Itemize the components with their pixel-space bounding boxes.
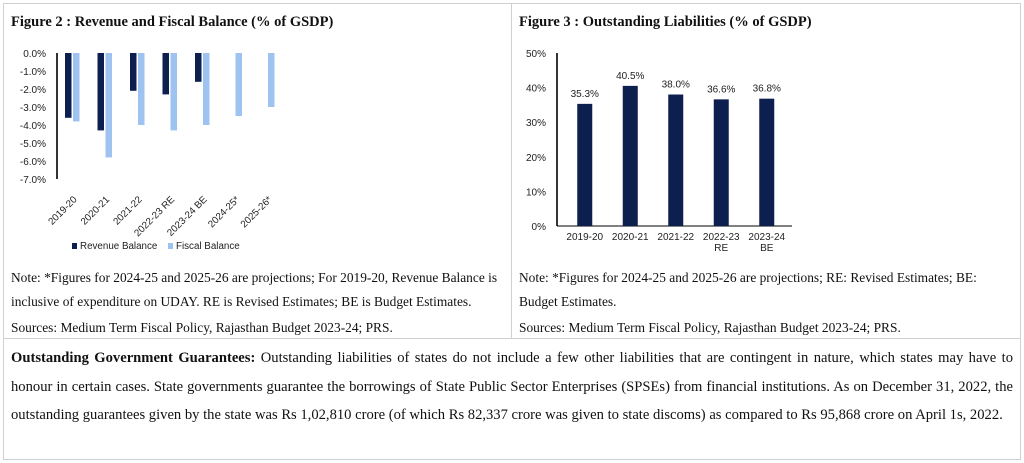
y-tick-label: -3.0% xyxy=(20,103,46,114)
y-tick-label: -7.0% xyxy=(20,175,46,186)
x-tick-label: BE xyxy=(760,243,774,254)
data-label: 35.3% xyxy=(571,89,599,100)
y-tick-label: 30% xyxy=(526,118,546,129)
y-tick-label: 0% xyxy=(532,222,547,233)
bar-fiscal-2020-21 xyxy=(105,53,112,158)
figure-3-sources: Sources: Medium Term Fiscal Policy, Raja… xyxy=(519,320,901,335)
legend-swatch xyxy=(72,243,77,249)
bar-revenue-2021-22 xyxy=(130,53,137,91)
y-tick-label: -6.0% xyxy=(20,157,46,168)
y-tick-label: 0.0% xyxy=(23,49,46,60)
x-tick-label: 2025-26* xyxy=(239,194,275,230)
y-tick-label: -4.0% xyxy=(20,121,46,132)
legend-swatch xyxy=(168,243,173,249)
bar-revenue-2019-20 xyxy=(65,53,72,118)
bar-2021-22 xyxy=(668,94,684,226)
bar-fiscal-2025-26* xyxy=(268,53,275,107)
bar-fiscal-2024-25* xyxy=(235,53,242,116)
bar-2019-20 xyxy=(577,103,593,226)
bar-revenue-2020-21 xyxy=(97,53,104,131)
figure-2-note: Note: *Figures for 2024-25 and 2025-26 a… xyxy=(11,270,498,309)
figure-2-panel: Figure 2 : Revenue and Fiscal Balance (%… xyxy=(3,3,512,339)
x-tick-label: 2022-23 xyxy=(703,232,740,243)
y-tick-label: 40% xyxy=(526,84,546,95)
guarantees-paragraph: Outstanding Government Guarantees: Outst… xyxy=(11,344,1013,430)
figure-3-panel: Figure 3 : Outstanding Liabilities (% of… xyxy=(511,3,1021,339)
bar-revenue-2022-23 RE xyxy=(162,53,169,95)
figure-3-note: Note: *Figures for 2024-25 and 2025-26 a… xyxy=(519,270,977,309)
figure-3-title: Figure 3 : Outstanding Liabilities (% of… xyxy=(519,14,812,30)
x-tick-label: 2021-22 xyxy=(657,232,694,243)
guarantees-heading: Outstanding Government Guarantees: xyxy=(11,350,256,366)
data-label: 36.8% xyxy=(753,84,781,95)
bar-fiscal-2022-23 RE xyxy=(170,53,177,131)
x-tick-label: 2023-24 xyxy=(748,232,785,243)
data-label: 36.6% xyxy=(707,84,735,95)
guarantees-panel: Outstanding Government Guarantees: Outst… xyxy=(3,338,1021,460)
legend-label: Fiscal Balance xyxy=(176,241,240,252)
y-tick-label: -5.0% xyxy=(20,139,46,150)
y-tick-label: 20% xyxy=(526,153,546,164)
x-tick-label: 2024-25* xyxy=(206,194,242,230)
figure-2-title: Figure 2 : Revenue and Fiscal Balance (%… xyxy=(11,14,334,30)
x-tick-label: RE xyxy=(714,243,728,254)
bar-2020-21 xyxy=(622,85,638,226)
x-tick-label: 2021-22 xyxy=(111,194,144,227)
figure-2-sources: Sources: Medium Term Fiscal Policy, Raja… xyxy=(11,320,393,335)
x-tick-label: 2019-20 xyxy=(566,232,603,243)
bar-fiscal-2019-20 xyxy=(73,53,80,122)
y-tick-label: 50% xyxy=(526,49,546,60)
x-tick-label: 2020-21 xyxy=(612,232,649,243)
bar-revenue-2023-24 BE xyxy=(195,53,202,82)
bar-fiscal-2023-24 BE xyxy=(203,53,210,125)
data-label: 40.5% xyxy=(616,71,644,82)
bar-fiscal-2021-22 xyxy=(138,53,145,125)
y-tick-label: -1.0% xyxy=(20,67,46,78)
bar-2022-23 RE xyxy=(713,99,729,226)
y-tick-label: 10% xyxy=(526,187,546,198)
bar-2023-24 BE xyxy=(759,98,775,226)
x-tick-label: 2019-20 xyxy=(46,194,80,228)
x-tick-label: 2020-21 xyxy=(79,194,112,227)
legend-label: Revenue Balance xyxy=(80,241,158,252)
revenue-fiscal-balance-chart: 0.0%-1.0%-2.0%-3.0%-4.0%-5.0%-6.0%-7.0%2… xyxy=(20,49,275,252)
y-tick-label: -2.0% xyxy=(20,85,46,96)
data-label: 38.0% xyxy=(662,80,690,91)
outstanding-liabilities-chart: 0% 10% 20% 30% 40% 50% 35.3% 2019-20 40.5% 2020-2… xyxy=(526,49,792,254)
guarantees-body: Outstanding liabilities of states do not… xyxy=(11,350,1013,423)
